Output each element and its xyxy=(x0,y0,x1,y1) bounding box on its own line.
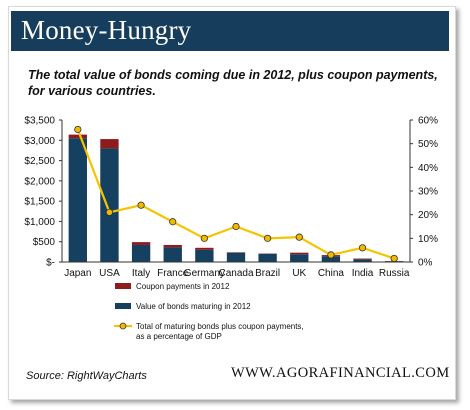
bar-coupon xyxy=(68,134,87,139)
x-tick-label: Canada xyxy=(218,268,253,279)
x-tick-label: China xyxy=(318,268,345,279)
legend-label-gdp: Total of maturing bonds plus coupon paym… xyxy=(136,322,304,331)
x-tick-label: Germany xyxy=(184,268,225,279)
right-tick-label: 10% xyxy=(418,234,438,245)
bar-bonds xyxy=(258,253,277,262)
x-tick-label: Japan xyxy=(64,268,91,279)
x-tick-label: Brazil xyxy=(255,268,280,279)
left-tick-label: $2,000 xyxy=(24,176,55,187)
bar-bonds xyxy=(68,138,87,262)
legend-label-gdp-line2: as a percentage of GDP xyxy=(136,332,222,341)
gdp-percentage-point xyxy=(200,234,208,242)
gdp-percentage-line xyxy=(76,129,395,260)
left-tick-label: $1,000 xyxy=(24,217,55,228)
gdp-percentage-point xyxy=(264,234,272,242)
gdp-percentage-point xyxy=(358,244,367,252)
gdp-percentage-point xyxy=(295,233,303,241)
legend-label-coupon: Coupon payments in 2012 xyxy=(136,282,230,291)
bar-bonds xyxy=(163,247,182,262)
header-banner: Money-Hungry xyxy=(11,11,449,51)
left-tick-label: $1,500 xyxy=(24,197,55,208)
gdp-percentage-point xyxy=(74,125,82,134)
left-tick-label: $500 xyxy=(33,237,56,248)
x-tick-label: France xyxy=(157,268,189,279)
legend-swatch-coupon xyxy=(115,283,131,289)
left-tick-label: $2,500 xyxy=(24,156,55,167)
bar-coupon xyxy=(290,252,309,255)
bar-coupon xyxy=(163,244,182,248)
x-tick-label: India xyxy=(352,268,374,279)
legend-swatch-bonds xyxy=(115,303,131,309)
bar-bonds xyxy=(321,256,341,262)
bar-bonds xyxy=(226,252,246,262)
right-tick-label: 60% xyxy=(418,116,438,127)
bar-coupon xyxy=(353,258,372,260)
gdp-percentage-point xyxy=(232,222,240,231)
bar-bonds xyxy=(353,259,372,262)
x-tick-label: USA xyxy=(99,268,120,279)
x-tick-label: Russia xyxy=(379,268,410,279)
gdp-percentage-point xyxy=(105,208,114,216)
gdp-percentage-point xyxy=(169,218,177,226)
legend-label-bonds: Value of bonds maturing in 2012 xyxy=(136,302,251,311)
x-tick-label: UK xyxy=(292,268,306,279)
right-tick-label: 50% xyxy=(418,139,438,150)
chart-subtitle: The total value of bonds coming due in 2… xyxy=(28,68,438,98)
chart-title: Money-Hungry xyxy=(21,15,192,45)
gdp-percentage-point xyxy=(327,251,335,259)
bar-bonds xyxy=(290,254,309,262)
right-tick-label: 30% xyxy=(418,187,438,198)
legend-marker-gdp xyxy=(119,322,127,330)
right-tick-label: 20% xyxy=(418,210,438,221)
gdp-percentage-point xyxy=(390,254,398,263)
source-note: Source: RightWayCharts xyxy=(26,370,147,382)
right-tick-label: 0% xyxy=(418,258,433,269)
left-tick-label: $- xyxy=(46,258,55,269)
left-tick-label: $3,500 xyxy=(24,116,55,127)
bar-coupon xyxy=(195,247,214,250)
x-tick-label: Italy xyxy=(132,268,150,279)
bar-bonds xyxy=(131,244,151,262)
bar-bonds xyxy=(100,148,119,262)
gdp-percentage-point xyxy=(137,201,145,209)
website-label: WWW.AGORAFINANCIAL.COM xyxy=(231,365,450,381)
right-tick-label: 40% xyxy=(418,163,438,174)
bar-bonds xyxy=(195,249,214,262)
left-tick-label: $3,000 xyxy=(24,136,55,147)
bar-coupon xyxy=(131,242,151,245)
bar-coupon xyxy=(100,139,119,149)
